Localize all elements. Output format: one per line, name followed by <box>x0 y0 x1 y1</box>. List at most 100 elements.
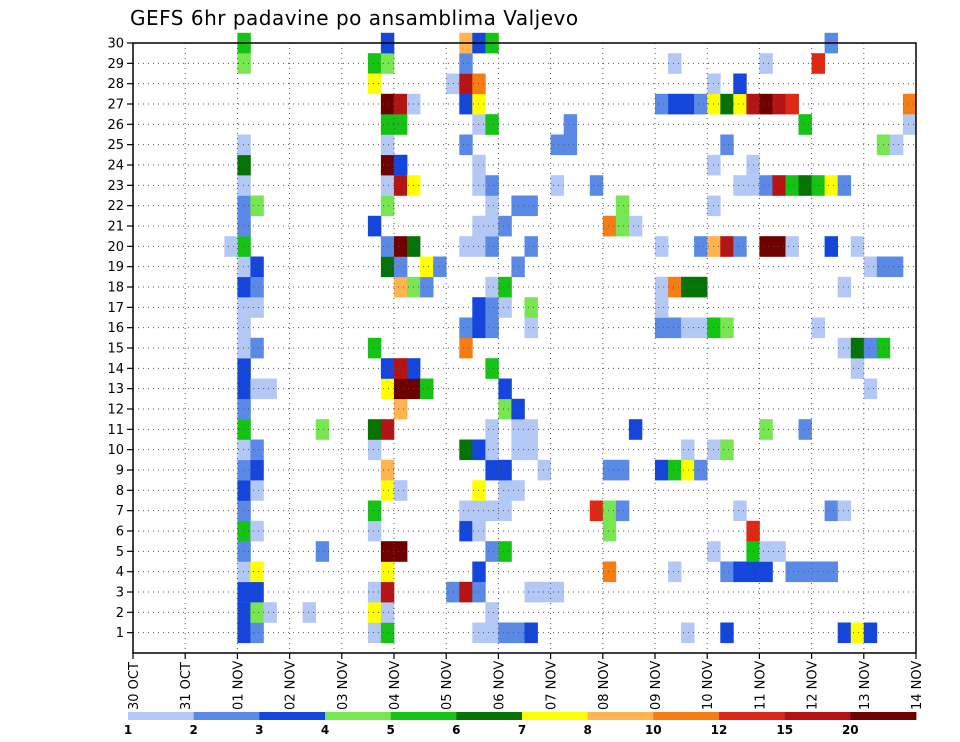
heatmap-cell <box>250 480 264 501</box>
colorbar-label: 20 <box>842 723 859 737</box>
heatmap-cell <box>798 175 812 196</box>
y-axis: 1234567891011121314151617181920212223242… <box>107 37 133 641</box>
heatmap-cell <box>237 195 251 217</box>
heatmap-cell <box>485 358 499 379</box>
heatmap-cell <box>733 93 747 115</box>
heatmap-cell <box>380 175 395 196</box>
heatmap-cell <box>628 215 643 237</box>
x-axis: 30 OCT 31 OCT 01 NOV 02 NOV 03 NOV 04 NOV 05 N… <box>127 653 925 710</box>
heatmap-cell <box>485 500 499 522</box>
heatmap-cell <box>250 297 264 318</box>
heatmap-cell <box>394 256 408 278</box>
colorbar-swatch <box>522 712 589 720</box>
heatmap-cell <box>798 114 812 135</box>
colorbar-swatch <box>128 712 195 720</box>
heatmap-cell <box>250 459 264 481</box>
heatmap-cell <box>498 459 512 481</box>
heatmap-cell <box>394 378 408 400</box>
heatmap-cell <box>785 561 799 583</box>
heatmap-cell <box>498 500 512 522</box>
heatmap-cell <box>394 480 408 501</box>
heatmap-cell <box>824 500 838 522</box>
y-tick-label: 26 <box>107 118 124 133</box>
heatmap-cell <box>459 439 473 461</box>
heatmap-cell <box>615 215 630 237</box>
heatmap-cell <box>302 602 316 623</box>
heatmap-cell <box>681 276 695 298</box>
y-tick-label: 24 <box>107 159 124 174</box>
heatmap-cell <box>498 541 512 562</box>
heatmap-cell <box>237 581 251 603</box>
heatmap-cell <box>655 459 669 481</box>
x-tick-label: 02 NOV <box>284 661 299 710</box>
heatmap-cell <box>655 93 669 115</box>
x-tick-label: 09 NOV <box>649 661 664 710</box>
heatmap-cell <box>498 276 512 298</box>
heatmap-cell <box>785 93 799 115</box>
heatmap-cell <box>420 256 434 278</box>
heatmap-cell <box>498 480 512 501</box>
y-tick-label: 27 <box>107 98 124 113</box>
heatmap-cell <box>237 541 251 562</box>
x-tick-label: 05 NOV <box>440 661 455 710</box>
heatmap-cell <box>380 154 395 176</box>
heatmap-cell <box>237 215 251 237</box>
heatmap-cell <box>459 520 473 542</box>
heatmap-cell <box>602 561 617 583</box>
heatmap-cell <box>380 114 395 135</box>
x-tick-label: 12 NOV <box>806 661 821 710</box>
heatmap-cell <box>485 419 499 440</box>
heatmap-cell <box>681 459 695 481</box>
heatmap-cell <box>694 236 708 257</box>
heatmap-cell <box>446 73 460 95</box>
heatmap-cell <box>720 236 734 257</box>
heatmap-cell <box>863 622 878 644</box>
heatmap-cell <box>459 317 473 339</box>
heatmap-cell <box>237 561 251 583</box>
x-tick-label: 30 OCT <box>127 662 142 710</box>
heatmap-cell <box>367 581 382 603</box>
y-tick-label: 14 <box>107 362 124 377</box>
heatmap-cell <box>681 317 695 339</box>
heatmap-cell <box>380 256 395 278</box>
colorbar-swatch <box>587 712 654 720</box>
heatmap-cell <box>498 297 512 318</box>
heatmap-cell <box>655 297 669 318</box>
y-tick-label: 29 <box>107 57 124 72</box>
heatmap-cell <box>237 175 251 196</box>
x-tick-label: 01 NOV <box>231 661 246 710</box>
heatmap-cell <box>380 459 395 481</box>
heatmap-cell <box>237 439 251 461</box>
heatmap-cell <box>367 520 382 542</box>
heatmap-cell <box>459 500 473 522</box>
heatmap-cell <box>759 175 773 196</box>
heatmap-cell <box>485 215 499 237</box>
heatmap-cell <box>694 459 708 481</box>
heatmap-cell <box>394 93 408 115</box>
heatmap-cell <box>250 581 264 603</box>
heatmap-cell <box>380 93 395 115</box>
x-tick-label: 11 NOV <box>753 661 768 710</box>
heatmap-cell <box>498 398 512 420</box>
heatmap-cell <box>615 195 630 217</box>
heatmap-cell <box>668 276 682 298</box>
heatmap-cell <box>837 500 852 522</box>
heatmap-cell <box>524 195 538 217</box>
colorbar-swatch <box>259 712 326 720</box>
heatmap-cell <box>720 561 734 583</box>
heatmap-cell <box>759 561 773 583</box>
heatmap-cell <box>380 236 395 257</box>
colorbar-legend: 1 2 3 4 5 6 7 8 10 12 15 20 <box>124 712 917 737</box>
heatmap-cell <box>524 439 538 461</box>
heatmap-cell <box>380 53 395 74</box>
heatmap-cell <box>550 581 564 603</box>
heatmap-cell <box>655 276 669 298</box>
x-tick-label: 03 NOV <box>336 661 351 710</box>
heatmap-cell <box>394 175 408 196</box>
heatmap-cell <box>850 236 865 257</box>
heatmap-cell <box>250 276 264 298</box>
heatmap-cell <box>380 195 395 217</box>
heatmap-cell <box>367 215 382 237</box>
heatmap-cell <box>681 93 695 115</box>
